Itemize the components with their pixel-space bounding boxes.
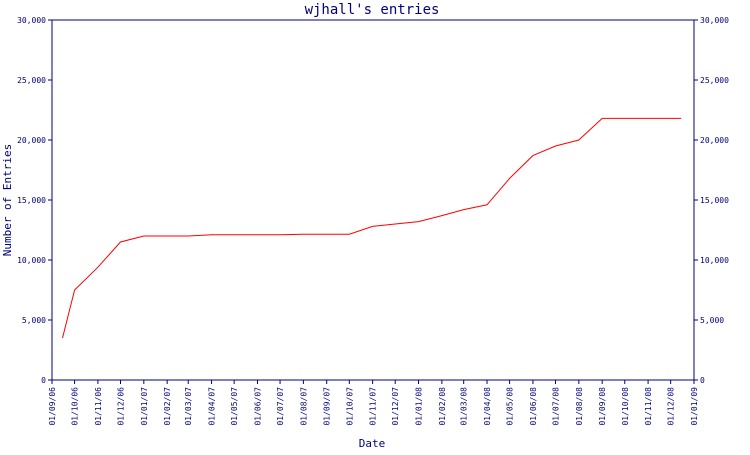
x-tick-label: 01/02/08: [438, 387, 447, 426]
tick-labels: 0 0 5,000 5,000 10,000 10,000 15,000 15,000 20,0…: [17, 16, 729, 426]
series-lines: [62, 117, 682, 339]
x-tick-label: 01/11/08: [644, 387, 653, 426]
x-tick-label: 01/03/07: [184, 387, 193, 426]
x-tick-label: 01/12/08: [667, 387, 676, 426]
y-tick-label-right: 30,000: [700, 16, 729, 25]
series-line: [62, 117, 682, 339]
x-axis-label: Date: [359, 437, 386, 450]
x-tick-label: 01/10/08: [621, 387, 630, 426]
x-tick-label: 01/05/08: [506, 387, 515, 426]
x-tick-label: 01/05/07: [230, 387, 239, 426]
y-axis-label: Number of Entries: [1, 144, 14, 257]
x-tick-label: 01/01/09: [690, 387, 699, 426]
x-tick-label: 01/10/06: [71, 387, 80, 426]
x-tick-label: 01/08/08: [575, 387, 584, 426]
axes: [51, 19, 695, 381]
x-tick-label: 01/09/06: [48, 387, 57, 426]
y-tick-label-left: 10,000: [17, 256, 46, 265]
y-tick-label-left: 0: [41, 376, 46, 385]
x-tick-label: 01/12/06: [116, 387, 125, 426]
x-tick-label: 01/09/07: [323, 387, 332, 426]
x-tick-label: 01/08/07: [299, 387, 308, 426]
x-tick-label: 01/01/07: [140, 387, 149, 426]
y-tick-label-left: 25,000: [17, 76, 46, 85]
y-tick-label-right: 10,000: [700, 256, 729, 265]
x-tick-label: 01/06/07: [253, 387, 262, 426]
x-tick-label: 01/04/07: [208, 387, 217, 426]
y-tick-label-left: 15,000: [17, 196, 46, 205]
x-tick-label: 01/09/08: [598, 387, 607, 426]
y-tick-label-left: 30,000: [17, 16, 46, 25]
x-tick-label: 01/11/06: [94, 387, 103, 426]
x-tick-label: 01/01/08: [415, 387, 424, 426]
y-tick-label-left: 20,000: [17, 136, 46, 145]
y-tick-label-right: 5,000: [700, 316, 724, 325]
y-tick-label-right: 25,000: [700, 76, 729, 85]
y-tick-label-right: 20,000: [700, 136, 729, 145]
x-tick-label: 01/04/08: [483, 387, 492, 426]
x-tick-label: 01/10/07: [345, 387, 354, 426]
x-tick-label: 01/02/07: [163, 387, 172, 426]
y-tick-label-right: 15,000: [700, 196, 729, 205]
x-tick-label: 01/03/08: [460, 387, 469, 426]
x-tick-label: 01/06/08: [529, 387, 538, 426]
y-tick-label-right: 0: [700, 376, 705, 385]
chart-title: wjhall's entries: [305, 2, 440, 18]
x-tick-label: 01/07/08: [552, 387, 561, 426]
x-tick-label: 01/12/07: [391, 387, 400, 426]
x-tick-label: 01/11/07: [369, 387, 378, 426]
y-tick-label-left: 5,000: [22, 316, 46, 325]
x-tick-label: 01/07/07: [276, 387, 285, 426]
